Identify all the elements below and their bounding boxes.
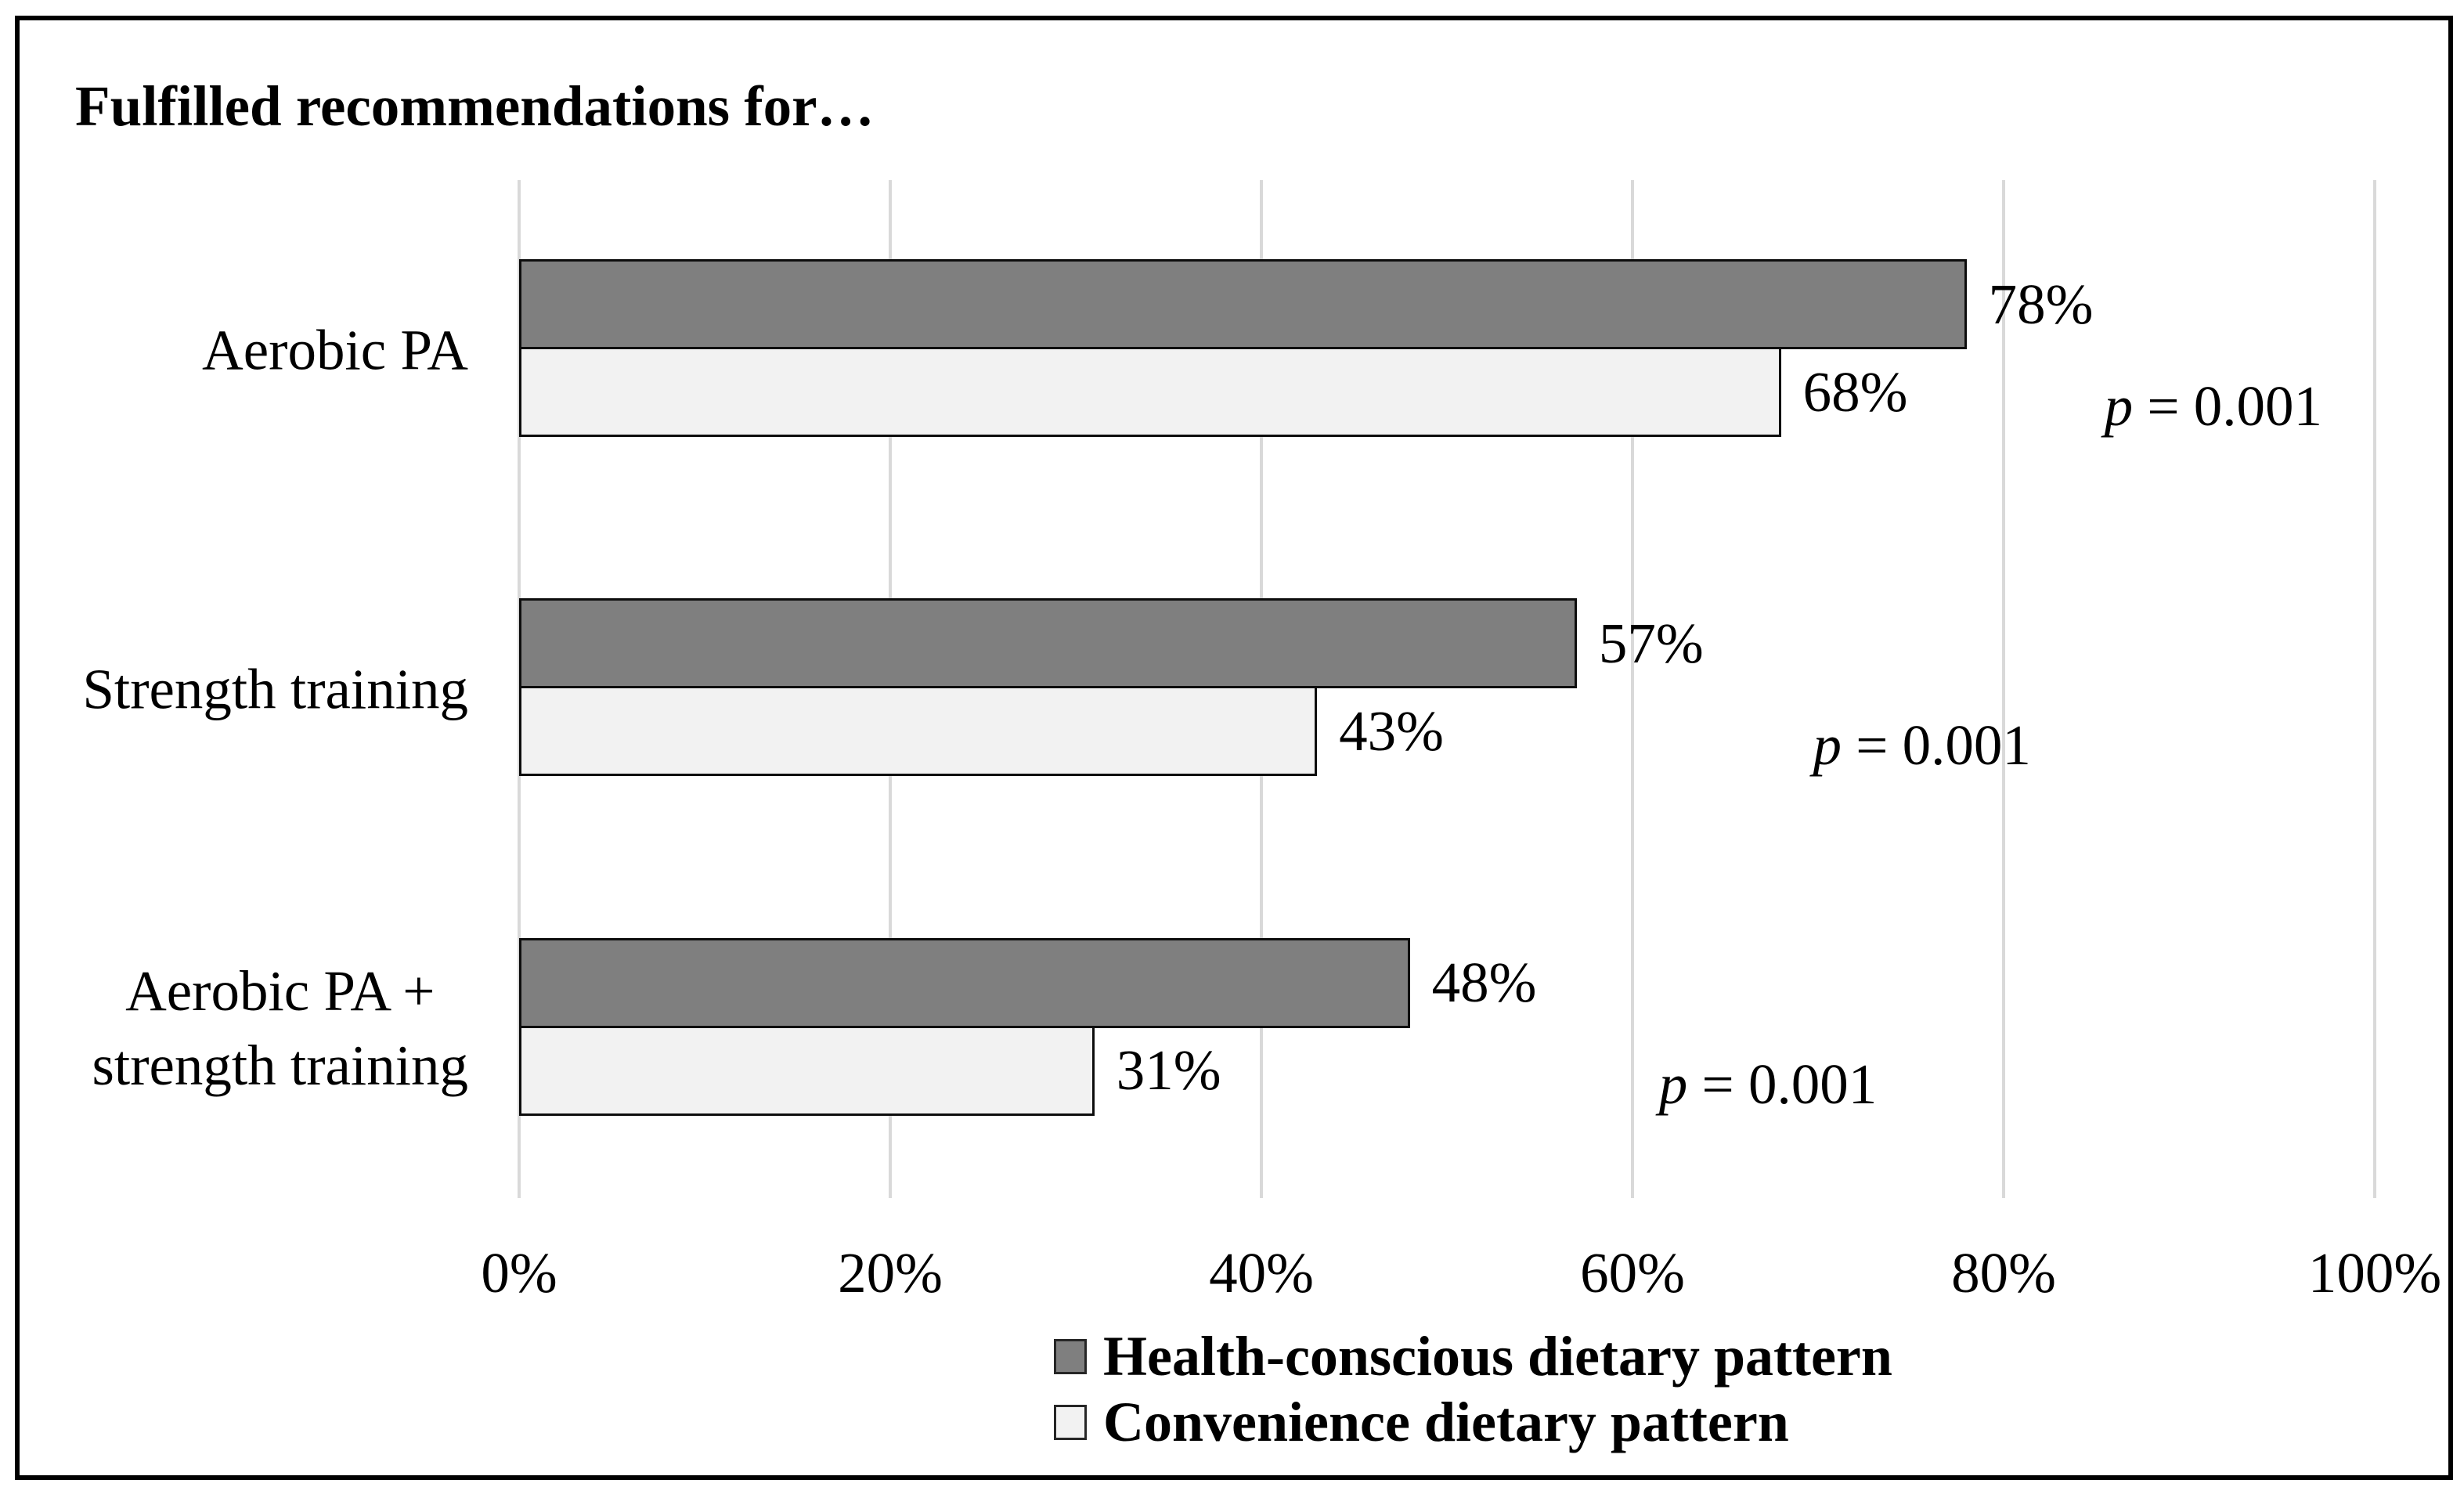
legend-label: Convenience dietary pattern [1103,1390,1789,1453]
p-value-label: p = 0.001 [1658,1052,1878,1117]
data-label: 43% [1339,698,1444,763]
gridline [2002,180,2005,1198]
p-symbol: p [2104,374,2134,438]
legend-item: Health-conscious dietary pattern [1054,1325,1892,1388]
data-label: 48% [1431,951,1537,1015]
bar-convenience [519,1025,1095,1116]
legend-marker-convenience [1054,1404,1087,1440]
p-value-label: p = 0.001 [2104,374,2323,438]
legend-label: Health-conscious dietary pattern [1103,1324,1892,1388]
bar-convenience [519,686,1318,777]
category-label-line: Aerobic PA + [125,959,435,1023]
bar-health-conscious [519,598,1577,689]
category-label-line: strength training [92,1034,469,1098]
data-label: 68% [1802,359,1908,424]
data-label: 57% [1598,611,1704,675]
x-axis-tick-label: 100% [2307,1241,2442,1305]
category-label: Aerobic PA + strength training [92,954,469,1103]
bar-health-conscious [519,937,1410,1028]
chart-frame [15,16,2453,1480]
data-label: 31% [1116,1038,1221,1103]
gridline [2373,180,2376,1198]
x-axis-tick-label: 40% [1209,1241,1314,1305]
legend-item: Convenience dietary pattern [1054,1391,1789,1453]
bar-convenience [519,347,1781,437]
category-label: Strength training [82,652,468,727]
p-value-label: p = 0.001 [1813,713,2031,777]
category-label: Aerobic PA [202,312,468,387]
category-label-line: Aerobic PA [202,318,468,382]
legend-marker-health-conscious [1054,1338,1087,1374]
category-label-line: Strength training [82,657,468,721]
p-symbol: p [1658,1052,1688,1117]
x-axis-tick-label: 0% [481,1241,557,1305]
data-label: 78% [1988,272,2094,336]
p-symbol: p [1813,713,1842,777]
x-axis-tick-label: 60% [1580,1241,1685,1305]
x-axis-tick-label: 80% [1951,1241,2056,1305]
gridline [1631,180,1634,1198]
x-axis-tick-label: 20% [838,1241,943,1305]
bar-health-conscious [519,259,1967,349]
chart-title: Fulfilled recommendations for… [75,74,875,138]
